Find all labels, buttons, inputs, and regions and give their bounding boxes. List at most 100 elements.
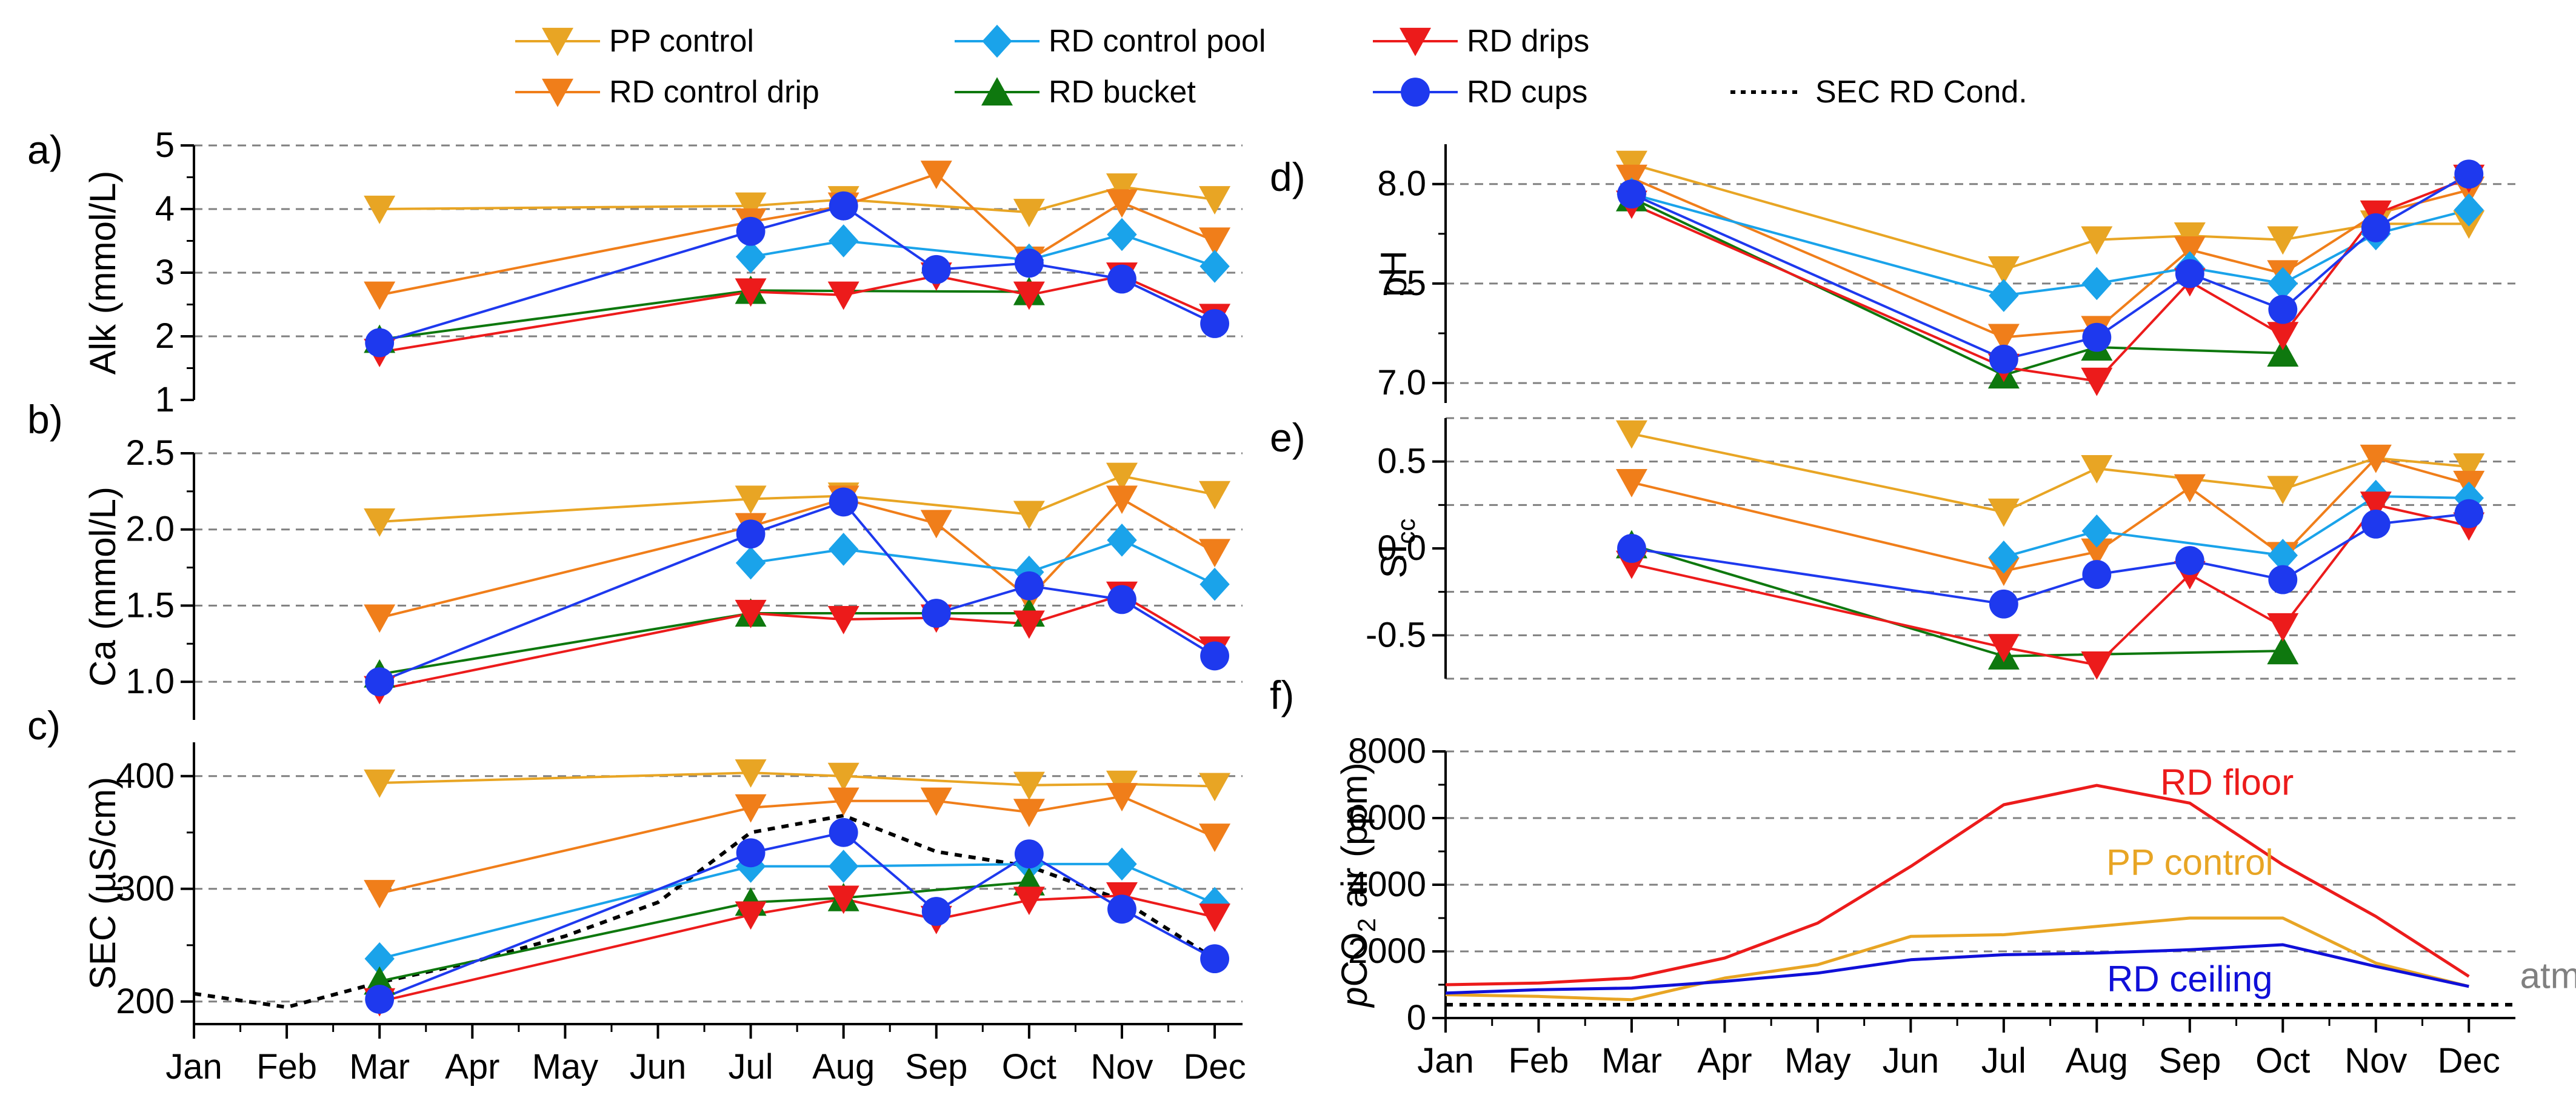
y-tick-label: 1.5 xyxy=(125,585,175,625)
legend-label: SEC RD Cond. xyxy=(1815,75,2027,110)
y-tick-label: -0.5 xyxy=(1366,615,1426,654)
series-line-rd_drips xyxy=(1631,176,2470,382)
data-point-rd_control_pool xyxy=(1107,218,1137,251)
data-point-rd_control_pool xyxy=(1107,847,1137,881)
panel-label: a) xyxy=(27,127,63,172)
data-point-pp_control xyxy=(1106,173,1138,202)
data-point-rd_control_drip xyxy=(1199,539,1231,568)
data-point-rd_control_drip xyxy=(2174,474,2206,503)
series-line-rd_bucket xyxy=(379,289,1029,341)
data-point-rd_control_drip xyxy=(1106,485,1138,514)
x-tick-label: Sep xyxy=(905,1047,967,1087)
data-point-rd_drips xyxy=(1013,281,1045,310)
data-point-pp_control xyxy=(735,192,767,221)
panel-label: b) xyxy=(27,397,63,442)
data-point-rd_drips xyxy=(1013,887,1045,916)
data-point-rd_control_pool xyxy=(2454,193,2484,227)
data-point-pp_control xyxy=(1987,498,2020,527)
y-axis-label: Ca (mmol/L) xyxy=(82,487,123,687)
data-point-rd_control_drip xyxy=(735,794,767,823)
data-point-rd_control_drip xyxy=(1615,468,1647,498)
series-line-rd_control_drip xyxy=(379,795,1215,895)
data-point-rd_cups xyxy=(829,191,858,221)
panel-f: 0 2000 4000 6000 8000 Jan Feb Mar Apr May Jun Jul Au… xyxy=(1270,673,2576,1080)
panel-b: 1.0 1.5 2.0 2.5 b) Ca (mmol/L) xyxy=(27,397,1243,720)
data-point-rd_cups xyxy=(1200,309,1229,338)
series-line-pp_control xyxy=(379,474,1215,524)
data-point-rd_cups xyxy=(1617,179,1646,209)
data-point-rd_cups xyxy=(1014,571,1044,601)
series-line-rd_drips xyxy=(1631,504,2469,667)
legend-marker xyxy=(1400,27,1431,56)
legend-label: RD control drip xyxy=(609,75,819,110)
data-point-rd_cups xyxy=(1107,264,1136,294)
data-point-pp_control xyxy=(827,762,859,791)
y-axis-label-main: CO xyxy=(1334,932,1375,987)
data-point-rd_control_drip xyxy=(364,281,396,310)
data-point-rd_drips xyxy=(2360,491,2392,521)
data-point-rd_control_drip xyxy=(2081,538,2113,567)
data-point-rd_control_pool xyxy=(828,850,859,883)
legend-item: PP control xyxy=(515,24,754,59)
data-point-rd_control_drip xyxy=(364,880,396,908)
data-point-pp_control xyxy=(1199,186,1231,215)
x-tick-label: Oct xyxy=(2255,1041,2310,1080)
series-line-pp_control xyxy=(1631,432,2469,513)
data-point-pp_control xyxy=(735,759,767,788)
y-tick-label: 2.5 xyxy=(125,433,175,473)
data-point-rd_cups xyxy=(2454,159,2484,189)
data-point-rd_cups xyxy=(2082,560,2112,589)
data-point-pp_control xyxy=(2081,455,2113,484)
data-point-rd_control_drip xyxy=(1013,799,1045,828)
data-point-rd_cups xyxy=(2268,565,2298,594)
x-tick-label: Apr xyxy=(445,1047,499,1087)
data-point-rd_control_drip xyxy=(2360,444,2392,473)
y-tick-label: 200 xyxy=(116,982,175,1021)
series-line-pp_control xyxy=(379,185,1215,214)
y-axis-label-subscript: 2 xyxy=(1352,918,1381,932)
data-point-rd_drips xyxy=(1013,610,1045,639)
data-point-rd_cups xyxy=(1014,248,1044,278)
data-point-rd_cups xyxy=(736,519,766,549)
data-point-rd_cups xyxy=(1107,585,1136,614)
series-line-rd_control_pool xyxy=(1631,193,2469,297)
data-point-rd_cups xyxy=(2361,213,2391,242)
data-point-rd_control_drip xyxy=(1106,783,1138,811)
y-tick-label: 1 xyxy=(155,380,175,419)
legend-item: RD bucket xyxy=(955,75,1196,110)
legend: PP control RD control pool RD drips RD cont… xyxy=(515,24,2027,110)
annotation-label: PP control xyxy=(2106,842,2274,883)
data-point-rd_control_pool xyxy=(1200,250,1230,283)
series-line-rd_cups xyxy=(379,831,1216,1000)
series-line-pp_control xyxy=(379,771,1215,788)
x-tick-label: Jun xyxy=(1883,1041,1940,1080)
panel-c: 200 300 400 Jan Feb Mar Apr May Jun Jul Aug Sep Oct N… xyxy=(27,703,1246,1087)
legend-item: RD drips xyxy=(1373,24,1589,59)
data-point-pp_control xyxy=(1013,771,1045,800)
y-tick-label: 0.0 xyxy=(1377,528,1426,568)
panel-label: e) xyxy=(1270,415,1306,460)
data-point-rd_control_pool xyxy=(364,942,395,976)
data-point-rd_drips xyxy=(827,281,859,310)
data-point-rd_cups xyxy=(2361,509,2391,539)
x-tick-label: Dec xyxy=(1183,1047,1246,1087)
legend-label: RD control pool xyxy=(1049,24,1266,59)
data-point-rd_cups xyxy=(2082,322,2112,352)
data-point-pp_control xyxy=(364,769,396,798)
legend-item: RD cups xyxy=(1373,75,1587,110)
data-point-rd_cups xyxy=(736,838,766,868)
y-tick-label: 6000 xyxy=(1348,798,1426,837)
y-tick-label: 8.0 xyxy=(1377,164,1426,204)
data-point-rd_drips xyxy=(1199,904,1231,932)
y-axis-label: Alk (mmol/L) xyxy=(82,171,123,375)
data-point-rd_cups xyxy=(1989,589,2018,619)
data-point-pp_control xyxy=(364,508,396,537)
y-tick-label: 3 xyxy=(155,253,175,292)
data-point-rd_control_drip xyxy=(2174,236,2206,265)
y-tick-label: 2000 xyxy=(1348,931,1426,971)
data-point-rd_control_drip xyxy=(1987,324,2020,353)
data-point-rd_control_pool xyxy=(2267,267,2298,301)
series-line-rd_control_drip xyxy=(379,173,1215,296)
x-tick-label: May xyxy=(1784,1041,1851,1080)
data-point-rd_cups xyxy=(1107,894,1136,924)
